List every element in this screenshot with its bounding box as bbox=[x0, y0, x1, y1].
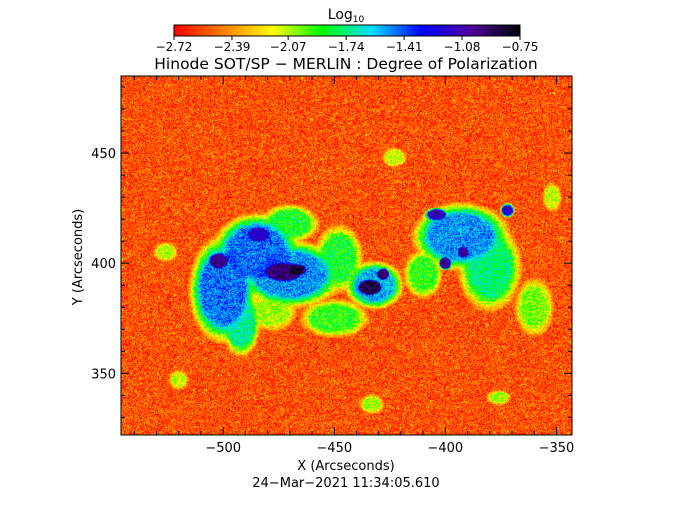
colorbar-tick-label: −2.07 bbox=[270, 40, 307, 54]
y-tick-label: 450 bbox=[91, 147, 116, 162]
y-axis-label: Y (Arcseconds) bbox=[71, 209, 86, 306]
y-tick-label: 400 bbox=[91, 257, 116, 272]
colorbar: Log10 −2.72 −2.39 −2.07 −1.74 −1.41 −1.08 −0.7… bbox=[156, 7, 539, 54]
chart-title: Hinode SOT/SP − MERLIN : Degree of Polar… bbox=[154, 55, 537, 73]
colorbar-bar bbox=[173, 24, 521, 37]
x-tick-label: −350 bbox=[539, 441, 575, 456]
x-tick-label: −400 bbox=[428, 441, 464, 456]
colorbar-tick-label: −2.39 bbox=[214, 40, 251, 54]
colorbar-tick-label: −1.74 bbox=[328, 40, 365, 54]
colorbar-tick-label: −2.72 bbox=[156, 40, 193, 54]
x-tick-label: −500 bbox=[205, 441, 241, 456]
plot-frame bbox=[120, 75, 573, 436]
colorbar-tick-label: −0.75 bbox=[502, 40, 539, 54]
colorbar-label: Log10 bbox=[328, 7, 365, 25]
heatmap-image bbox=[121, 76, 572, 435]
colorbar-ticks: −2.72 −2.39 −2.07 −1.74 −1.41 −1.08 −0.75 bbox=[156, 36, 539, 54]
x-axis-label: X (Arcseconds) bbox=[297, 459, 394, 474]
plot-area: −500 −450 −400 −350 350 400 450 bbox=[91, 75, 574, 456]
colorbar-tick-label: −1.41 bbox=[386, 40, 423, 54]
timestamp: 24−Mar−2021 11:34:05.610 bbox=[252, 476, 439, 491]
x-tick-label: −450 bbox=[316, 441, 352, 456]
colorbar-tick-label: −1.08 bbox=[444, 40, 481, 54]
y-tick-label: 350 bbox=[91, 367, 116, 382]
axis-ticks: −500 −450 −400 −350 350 400 450 bbox=[91, 76, 574, 456]
